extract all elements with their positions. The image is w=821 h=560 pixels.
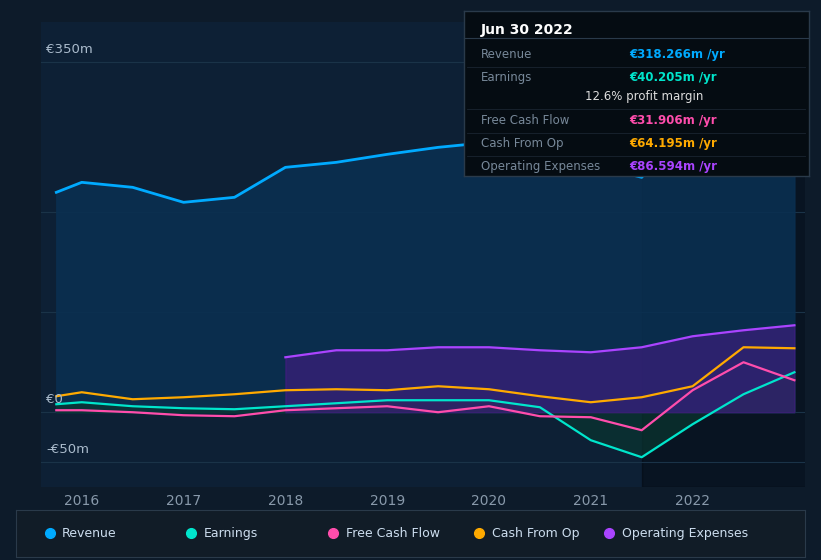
Text: Jun 30 2022: Jun 30 2022 xyxy=(481,23,574,37)
Text: Earnings: Earnings xyxy=(481,71,533,83)
Text: Earnings: Earnings xyxy=(204,527,259,540)
Text: Cash From Op: Cash From Op xyxy=(481,137,563,150)
Text: €64.195m /yr: €64.195m /yr xyxy=(630,137,718,150)
Text: €0: €0 xyxy=(46,393,63,406)
Text: Operating Expenses: Operating Expenses xyxy=(481,160,600,173)
Text: €318.266m /yr: €318.266m /yr xyxy=(630,48,725,60)
Text: Operating Expenses: Operating Expenses xyxy=(621,527,748,540)
Text: Cash From Op: Cash From Op xyxy=(492,527,579,540)
Text: Revenue: Revenue xyxy=(62,527,117,540)
Text: €350m: €350m xyxy=(46,43,93,57)
Text: -€50m: -€50m xyxy=(46,443,89,456)
Text: Free Cash Flow: Free Cash Flow xyxy=(346,527,440,540)
Text: Revenue: Revenue xyxy=(481,48,533,60)
Text: €86.594m /yr: €86.594m /yr xyxy=(630,160,718,173)
Text: Free Cash Flow: Free Cash Flow xyxy=(481,114,570,127)
Text: 12.6% profit margin: 12.6% profit margin xyxy=(585,91,703,104)
Bar xyxy=(642,22,821,487)
Text: €40.205m /yr: €40.205m /yr xyxy=(630,71,717,83)
Text: €31.906m /yr: €31.906m /yr xyxy=(630,114,717,127)
